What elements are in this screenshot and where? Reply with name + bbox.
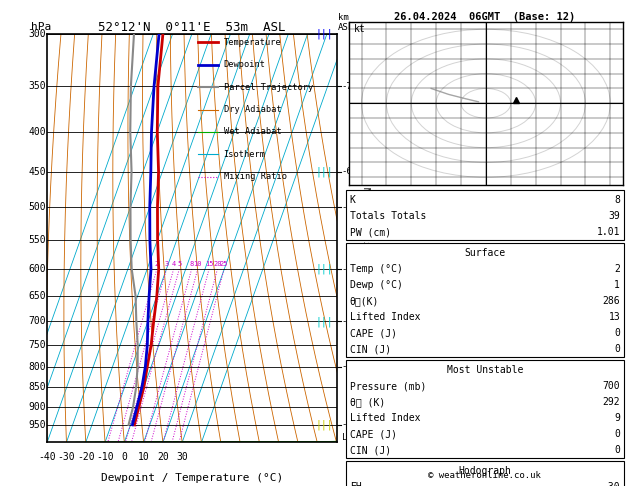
Text: -30: -30 xyxy=(603,482,620,486)
Text: Parcel Trajectory: Parcel Trajectory xyxy=(224,83,313,91)
Text: -6: -6 xyxy=(342,167,352,176)
Text: |||: ||| xyxy=(316,419,333,430)
Text: 1.01: 1.01 xyxy=(597,227,620,237)
Text: CAPE (J): CAPE (J) xyxy=(350,429,397,439)
Text: -2: -2 xyxy=(342,362,352,371)
Text: 750: 750 xyxy=(28,340,46,350)
Text: 0: 0 xyxy=(121,452,127,463)
Text: Hodograph: Hodograph xyxy=(459,466,511,476)
Text: Dry Adiabat: Dry Adiabat xyxy=(224,105,281,114)
Text: |||: ||| xyxy=(316,316,333,327)
Text: 400: 400 xyxy=(28,126,46,137)
Text: K: K xyxy=(350,195,355,205)
Text: 20: 20 xyxy=(157,452,169,463)
Text: 0: 0 xyxy=(615,344,620,354)
Text: 800: 800 xyxy=(28,362,46,372)
Text: 0: 0 xyxy=(615,429,620,439)
Text: -20: -20 xyxy=(77,452,94,463)
Text: 15: 15 xyxy=(205,261,213,267)
Text: |||: ||| xyxy=(316,29,333,39)
Text: -30: -30 xyxy=(58,452,75,463)
Text: 350: 350 xyxy=(28,81,46,91)
Text: 26.04.2024  06GMT  (Base: 12): 26.04.2024 06GMT (Base: 12) xyxy=(394,12,575,22)
Text: 0: 0 xyxy=(615,445,620,455)
Text: 1: 1 xyxy=(615,280,620,290)
Text: Pressure (mb): Pressure (mb) xyxy=(350,381,426,391)
Text: 450: 450 xyxy=(28,167,46,176)
Text: 650: 650 xyxy=(28,291,46,301)
Text: Dewp (°C): Dewp (°C) xyxy=(350,280,403,290)
Text: Dewpoint: Dewpoint xyxy=(224,60,265,69)
Text: Lifted Index: Lifted Index xyxy=(350,312,420,322)
Text: -40: -40 xyxy=(38,452,56,463)
Text: 39: 39 xyxy=(608,211,620,221)
Text: 2: 2 xyxy=(155,261,159,267)
Text: 13: 13 xyxy=(608,312,620,322)
Text: 30: 30 xyxy=(176,452,188,463)
Text: 20: 20 xyxy=(213,261,221,267)
Text: Lifted Index: Lifted Index xyxy=(350,413,420,423)
Text: 8: 8 xyxy=(615,195,620,205)
Text: hPa: hPa xyxy=(31,22,52,32)
Text: -10: -10 xyxy=(96,452,114,463)
Text: 292: 292 xyxy=(603,397,620,407)
Text: PW (cm): PW (cm) xyxy=(350,227,391,237)
Text: Surface: Surface xyxy=(464,248,506,258)
Text: CIN (J): CIN (J) xyxy=(350,445,391,455)
Text: LCL: LCL xyxy=(342,433,358,441)
Text: 2: 2 xyxy=(615,264,620,274)
Text: Mixing Ratio: Mixing Ratio xyxy=(224,173,287,181)
Text: 4: 4 xyxy=(172,261,175,267)
Text: θᴇ(K): θᴇ(K) xyxy=(350,296,379,306)
Text: Temp (°C): Temp (°C) xyxy=(350,264,403,274)
Text: 900: 900 xyxy=(28,401,46,412)
Text: 0: 0 xyxy=(615,328,620,338)
Text: 300: 300 xyxy=(28,29,46,39)
Text: Isotherm: Isotherm xyxy=(224,150,265,159)
Text: 500: 500 xyxy=(28,202,46,212)
Text: CAPE (J): CAPE (J) xyxy=(350,328,397,338)
Text: 3: 3 xyxy=(164,261,169,267)
Text: 10: 10 xyxy=(138,452,150,463)
Text: 10: 10 xyxy=(194,261,202,267)
Text: -4: -4 xyxy=(342,264,352,274)
Text: kt: kt xyxy=(354,24,366,34)
Text: 700: 700 xyxy=(28,316,46,326)
Text: |||: ||| xyxy=(316,264,333,274)
Text: |||: ||| xyxy=(316,166,333,177)
Title: 52°12'N  0°11'E  53m  ASL: 52°12'N 0°11'E 53m ASL xyxy=(98,21,286,34)
Text: -3: -3 xyxy=(342,317,352,326)
Text: -1: -1 xyxy=(342,420,352,429)
Text: Dewpoint / Temperature (°C): Dewpoint / Temperature (°C) xyxy=(101,473,283,483)
Text: 8: 8 xyxy=(189,261,194,267)
Text: θᴇ (K): θᴇ (K) xyxy=(350,397,385,407)
Text: 950: 950 xyxy=(28,420,46,430)
Text: Most Unstable: Most Unstable xyxy=(447,365,523,375)
Text: -7: -7 xyxy=(342,82,352,91)
Text: CIN (J): CIN (J) xyxy=(350,344,391,354)
Text: 286: 286 xyxy=(603,296,620,306)
Text: 5: 5 xyxy=(177,261,181,267)
Text: 700: 700 xyxy=(603,381,620,391)
Text: 25: 25 xyxy=(220,261,228,267)
Text: 550: 550 xyxy=(28,235,46,244)
Text: -5: -5 xyxy=(342,203,352,212)
Text: Wet Adiabat: Wet Adiabat xyxy=(224,127,281,137)
Text: 850: 850 xyxy=(28,382,46,392)
Text: 600: 600 xyxy=(28,264,46,274)
Text: km
ASL: km ASL xyxy=(338,13,354,32)
Text: EH: EH xyxy=(350,482,362,486)
Text: © weatheronline.co.uk: © weatheronline.co.uk xyxy=(428,471,541,480)
Text: 9: 9 xyxy=(615,413,620,423)
Text: Mixing Ratio (g/kg): Mixing Ratio (g/kg) xyxy=(361,187,370,289)
Text: Totals Totals: Totals Totals xyxy=(350,211,426,221)
Text: Temperature: Temperature xyxy=(224,38,281,47)
